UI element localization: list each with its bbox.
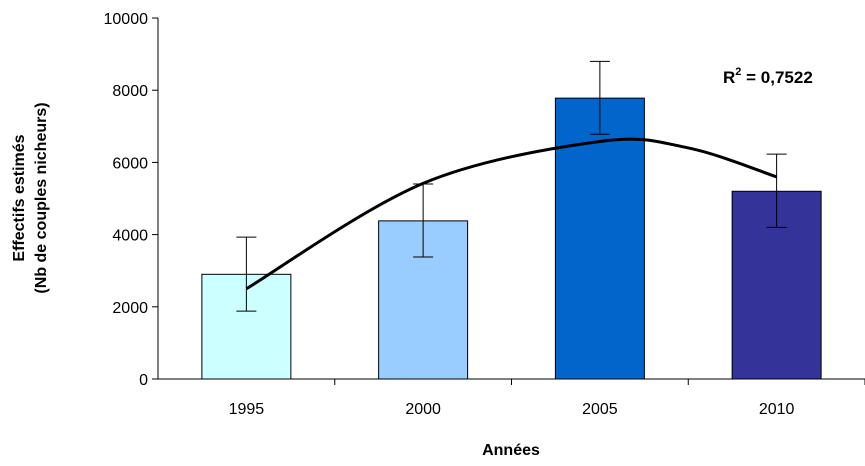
bars-layer bbox=[201, 97, 822, 380]
error-bars-layer bbox=[236, 60, 787, 312]
x-tick-label: 2000 bbox=[405, 401, 441, 418]
y-tick-label: 10000 bbox=[104, 11, 149, 28]
r-squared-sup: 2 bbox=[735, 66, 741, 78]
y-axis-title: Effectifs estimés (Nb de couples nicheur… bbox=[11, 102, 50, 293]
x-ticks-layer: 1995 2000 2005 2010 bbox=[229, 379, 865, 418]
y-ticks-layer: 0 2000 4000 6000 8000 10000 bbox=[104, 11, 158, 389]
y-tick-label: 8000 bbox=[112, 83, 148, 100]
y-axis-title-line2: (Nb de couples nicheurs) bbox=[33, 102, 50, 293]
y-tick-label: 4000 bbox=[112, 228, 148, 245]
trendline bbox=[245, 137, 778, 291]
r-squared-text: R2 = 0,7522 bbox=[723, 66, 813, 87]
y-tick-label: 2000 bbox=[112, 300, 148, 317]
r-squared-prefix: R bbox=[723, 68, 735, 87]
error-bar-2010 bbox=[766, 153, 787, 228]
x-tick-label: 2005 bbox=[582, 401, 618, 418]
x-axis-title: Années bbox=[482, 442, 540, 459]
y-tick-label: 6000 bbox=[112, 155, 148, 172]
r-squared-value: = 0,7522 bbox=[741, 68, 812, 87]
y-tick-label: 0 bbox=[139, 372, 148, 389]
r-squared-label-box bbox=[712, 58, 844, 92]
x-tick-label: 2010 bbox=[759, 401, 795, 418]
r-squared-label: R2 = 0,7522 bbox=[712, 58, 844, 92]
error-bar-1995 bbox=[236, 236, 257, 312]
error-bar-2005 bbox=[589, 60, 610, 135]
y-axis-title-line1: Effectifs estimés bbox=[11, 134, 28, 261]
x-tick-label: 1995 bbox=[229, 401, 265, 418]
